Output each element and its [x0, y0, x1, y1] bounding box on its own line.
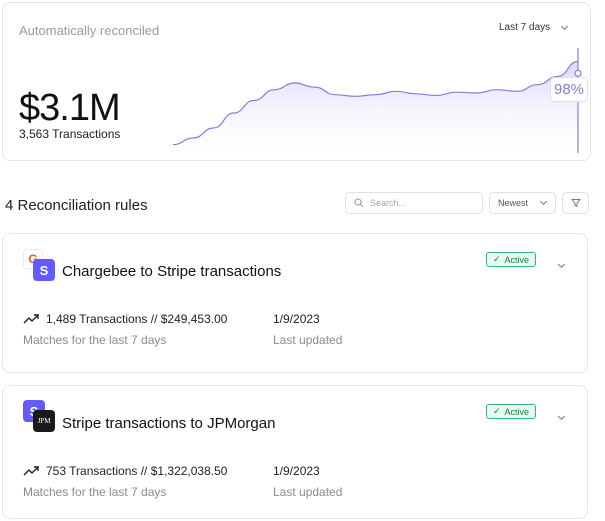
filter-icon: [570, 199, 581, 208]
trending-up-icon: [23, 314, 39, 324]
filter-button[interactable]: [562, 192, 589, 214]
status-badge: ✓ Active: [486, 252, 537, 267]
search-input[interactable]: Search...: [345, 192, 483, 214]
reconciled-summary-card: Automatically reconciled Last 7 days $3.…: [2, 2, 591, 161]
date-range-dropdown[interactable]: Last 7 days: [499, 22, 569, 33]
summary-title: Automatically reconciled: [19, 23, 160, 38]
chevron-down-icon: [539, 197, 548, 206]
reconciled-trend-chart: [173, 48, 582, 153]
chart-line: [173, 60, 579, 146]
rule-date: 1/9/2023: [273, 464, 320, 478]
rule-stat-caption: Matches for the last 7 days: [23, 485, 167, 499]
rule-stat: 1,489 Transactions // $249,453.00: [23, 312, 227, 326]
rule-card[interactable]: G S Chargebee to Stripe transactions ✓ A…: [2, 233, 588, 373]
date-range-label: Last 7 days: [499, 22, 551, 33]
chevron-down-icon: [557, 260, 566, 269]
rule-name: Chargebee to Stripe transactions: [62, 263, 282, 280]
rule-date-caption: Last updated: [273, 485, 343, 499]
sort-label: Newest: [498, 198, 529, 208]
search-placeholder: Search...: [370, 198, 407, 208]
sort-dropdown[interactable]: Newest: [489, 192, 556, 214]
rule-name: Stripe transactions to JPMorgan: [62, 415, 276, 432]
reconciled-amount: $3.1M: [19, 87, 121, 129]
rule-stat-text: 753 Transactions // $1,322,038.50: [46, 464, 228, 478]
chevron-down-icon: [561, 22, 569, 30]
status-label: Active: [504, 254, 530, 265]
search-icon: [354, 198, 364, 208]
chart-marker-dot: [574, 69, 582, 77]
percent-badge: 98%: [550, 77, 589, 102]
rule-stat: 753 Transactions // $1,322,038.50: [23, 464, 227, 478]
check-icon: ✓: [493, 254, 501, 264]
trending-up-icon: [23, 466, 39, 476]
rule-date: 1/9/2023: [273, 312, 320, 326]
rule-stat-text: 1,489 Transactions // $249,453.00: [46, 312, 228, 326]
status-label: Active: [504, 406, 530, 417]
rule-date-caption: Last updated: [273, 333, 343, 347]
status-badge: ✓ Active: [486, 404, 537, 419]
transaction-count: 3,563 Transactions: [19, 127, 121, 141]
stripe-logo: S: [33, 259, 55, 281]
jpmorgan-logo: JPM: [33, 410, 55, 432]
expand-rule-button[interactable]: [557, 254, 566, 272]
check-icon: ✓: [493, 406, 501, 416]
chart-area: [173, 61, 578, 153]
rules-heading: 4 Reconciliation rules: [5, 197, 148, 214]
rule-stat-caption: Matches for the last 7 days: [23, 333, 167, 347]
chevron-down-icon: [557, 412, 566, 421]
expand-rule-button[interactable]: [557, 406, 566, 424]
rule-card[interactable]: S JPM Stripe transactions to JPMorgan ✓ …: [2, 385, 588, 519]
